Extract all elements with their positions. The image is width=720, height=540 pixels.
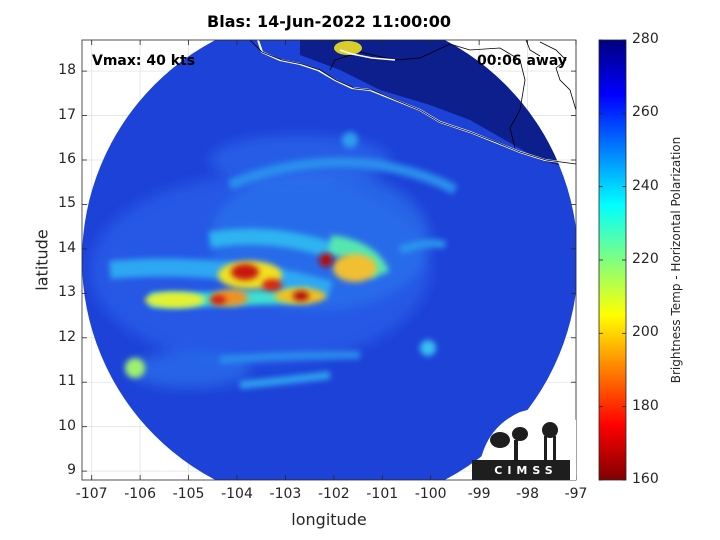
y-tick-label: 13 — [58, 284, 76, 301]
x-tick-label: -101 — [366, 486, 399, 502]
map-title: Blas: 14-Jun-2022 11:00:00 — [207, 12, 451, 31]
x-tick-label: -99 — [467, 486, 491, 502]
colorbar — [598, 39, 627, 481]
y-tick-label: 9 — [67, 462, 76, 479]
cimss-logo — [472, 407, 576, 480]
y-tick-label: 14 — [58, 239, 76, 256]
x-tick-label: -97 — [564, 486, 588, 502]
y-axis-label: latitude — [32, 229, 52, 291]
x-tick-label: -107 — [75, 486, 108, 502]
vmax-label: Vmax: 40 kts — [92, 53, 196, 69]
time-offset-label: 00:06 away — [477, 53, 567, 69]
satellite-swath — [82, 40, 576, 480]
colorbar-tick-label: 200 — [632, 324, 659, 341]
x-tick-label: -100 — [414, 486, 447, 502]
y-tick-label: 10 — [58, 417, 76, 434]
x-tick-label: -98 — [516, 486, 539, 502]
x-tick-label: -104 — [221, 486, 253, 502]
axis-ticks — [82, 40, 577, 480]
y-tick-label: 11 — [58, 373, 76, 390]
y-tick-label: 18 — [58, 62, 76, 79]
colorbar-tick-label: 240 — [632, 177, 659, 194]
logo-text: CIMSS — [494, 464, 558, 477]
y-tick-label: 17 — [58, 106, 76, 123]
y-tick-label: 16 — [58, 151, 76, 167]
y-tick-label: 15 — [58, 195, 76, 212]
x-tick-label: -105 — [172, 486, 205, 502]
colorbar-tick-label: 280 — [632, 31, 659, 47]
colorbar-tick-label: 260 — [632, 104, 659, 121]
colorbar-label: Brightness Temp - Horizontal Polarizatio… — [669, 136, 683, 384]
x-tick-label: -102 — [317, 486, 350, 502]
colorbar-ticks — [599, 39, 626, 481]
colorbar-tick-label: 160 — [632, 471, 659, 487]
colorbar-tick-label: 180 — [632, 397, 659, 414]
x-axis-label: longitude — [291, 510, 367, 529]
colorbar-tick-label: 220 — [632, 251, 659, 267]
plot-frame — [81, 39, 577, 481]
y-tick-label: 12 — [58, 328, 76, 345]
x-tick-label: -103 — [269, 486, 302, 502]
x-tick-label: -106 — [124, 486, 156, 502]
